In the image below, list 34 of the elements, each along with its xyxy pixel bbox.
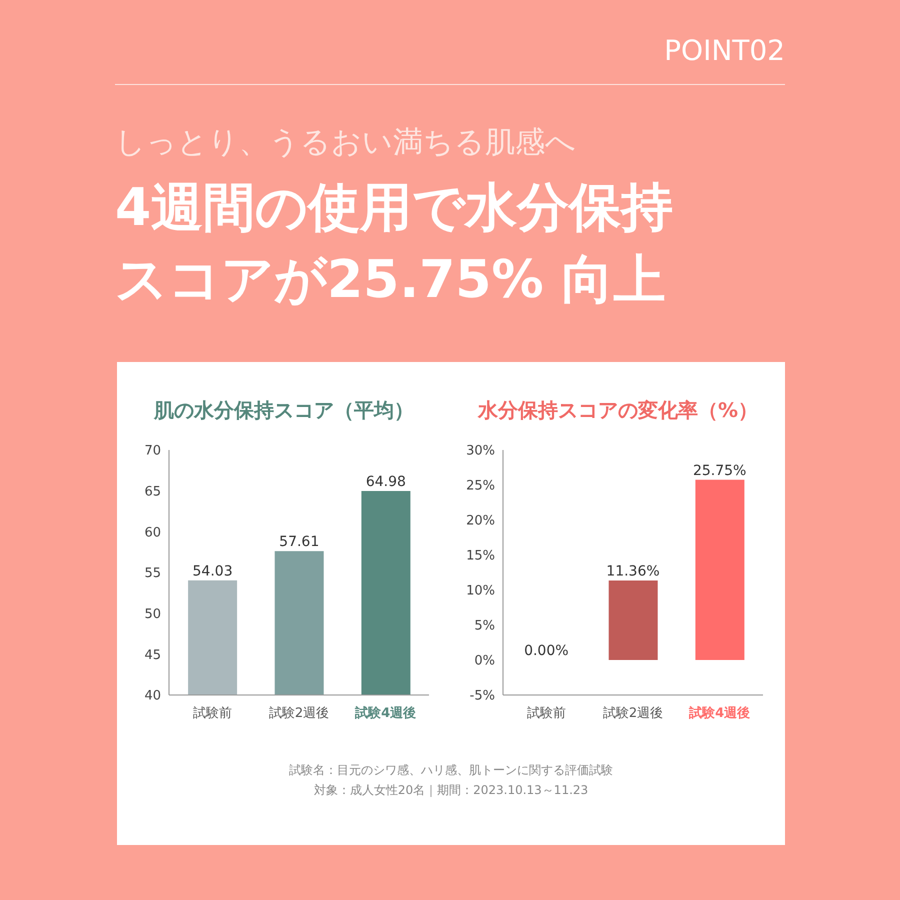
x-tick-label: 試験4週後 [354, 705, 416, 721]
data-label: 57.61 [279, 534, 320, 550]
text: POINT02 [664, 34, 785, 67]
chart-title: 水分保持スコアの変化率（%） [476, 397, 760, 424]
y-tick-label: 50 [144, 606, 161, 622]
y-tick-label: 5% [474, 618, 495, 634]
y-tick-label: 30% [466, 444, 495, 459]
y-tick-label: 70 [144, 444, 161, 459]
data-label: 25.75% [692, 462, 746, 479]
data-label: 54.03 [192, 563, 233, 580]
data-label: 11.36% [606, 563, 660, 580]
x-tick-label: 試験2週後 [268, 706, 330, 721]
x-tick-label: 試験4週後 [688, 705, 750, 721]
data-label: 0.00% [524, 643, 569, 659]
y-tick-label: 60 [144, 525, 161, 540]
text: 対象：成人女性20名｜期間：2023.10.13～11.23 [312, 782, 590, 799]
y-tick-label: -5% [470, 688, 495, 704]
x-tick-label: 試験前 [192, 706, 232, 721]
text: 4週間の使用で水分保持スコアが25.75% 向上 [115, 177, 674, 312]
x-tick-label: 試験前 [526, 706, 566, 721]
text: しっとり、うるおい満ちる肌感へ [115, 124, 576, 162]
y-tick-label: 40 [144, 688, 161, 704]
y-tick-label: 25% [466, 478, 495, 494]
y-tick-label: 20% [466, 514, 495, 529]
chart-title: 肌の水分保持スコア（平均） [152, 397, 415, 424]
text: 試験名：目元のシワ感、ハリ感、肌トーンに関する評価試験 [288, 762, 614, 779]
y-tick-label: 55 [144, 566, 161, 582]
y-tick-label: 45 [144, 648, 161, 663]
x-tick-label: 試験2週後 [602, 706, 664, 721]
y-tick-label: 10% [466, 584, 495, 599]
y-tick-label: 0% [474, 654, 495, 669]
data-label: 64.98 [366, 474, 406, 490]
y-tick-label: 15% [466, 548, 495, 564]
y-tick-label: 65 [144, 484, 161, 500]
